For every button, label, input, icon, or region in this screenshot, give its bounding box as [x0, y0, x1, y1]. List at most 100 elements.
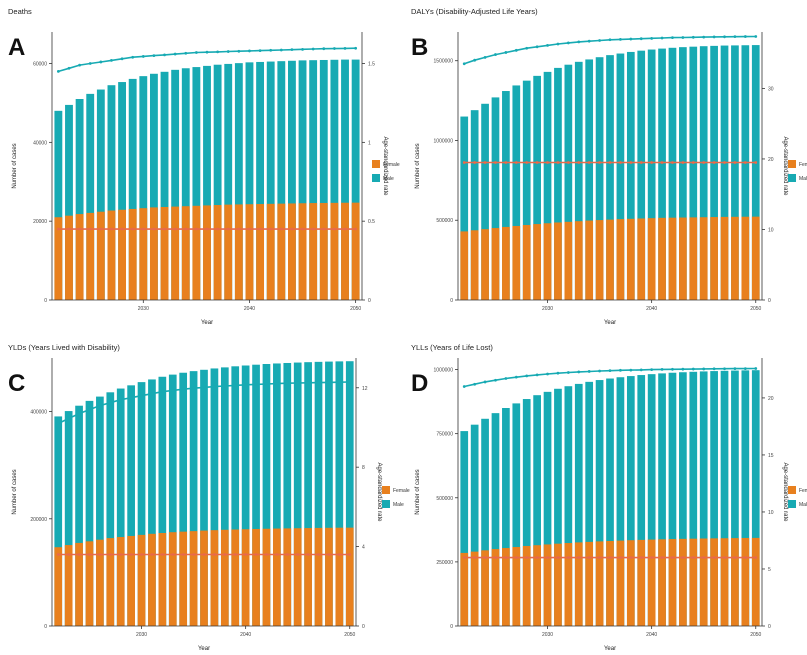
bar-male-2040: [245, 62, 254, 300]
rate-point-male-2033: [171, 388, 175, 392]
bar-female-2024: [75, 542, 83, 626]
bar-female-2044: [288, 203, 296, 300]
rate-point-female-2039: [237, 227, 241, 231]
rate-point-male-2022: [56, 70, 60, 73]
rate-point-male-2039: [639, 368, 643, 372]
legend-label-female: Female: [799, 162, 807, 168]
bar-male-2029: [533, 75, 541, 300]
rate-point-female-2024: [78, 227, 82, 231]
rate-point-female-2025: [494, 161, 497, 164]
bar-male-2050: [751, 370, 760, 626]
bar-female-2037: [213, 205, 222, 300]
rate-point-male-2029: [131, 55, 135, 59]
rate-point-male-2024: [77, 412, 81, 415]
bar-male-2037: [210, 368, 219, 626]
rate-point-male-2026: [99, 60, 103, 64]
bar-male-2022: [460, 116, 469, 300]
rate-point-female-2043: [681, 161, 685, 164]
rate-point-female-2028: [525, 161, 529, 164]
bar-female-2033: [171, 206, 180, 300]
bar-female-2045: [293, 528, 302, 626]
rate-point-male-2028: [525, 46, 529, 50]
rate-point-male-2042: [671, 367, 674, 371]
rate-point-female-2046: [306, 553, 310, 556]
bar-female-2047: [319, 202, 328, 300]
x-tick-label: 2040: [240, 632, 251, 638]
bar-female-2039: [637, 539, 646, 626]
bar-male-2035: [189, 371, 198, 626]
rate-point-female-2022: [56, 227, 60, 231]
rate-point-male-2035: [598, 39, 601, 42]
bar-male-2047: [314, 361, 323, 626]
bar-female-2047: [720, 216, 729, 300]
bar-male-2046: [309, 60, 318, 300]
y2-tick-label: 5: [768, 567, 771, 573]
rate-point-male-2030: [141, 55, 145, 58]
panel-letter: A: [8, 34, 25, 61]
bar-female-2045: [298, 203, 307, 300]
rate-point-female-2027: [110, 227, 113, 231]
rate-point-female-2050: [354, 227, 358, 231]
bar-female-2030: [543, 223, 552, 300]
y2-tick-label: 0: [362, 624, 365, 630]
bar-female-2041: [256, 204, 265, 300]
rate-point-female-2037: [619, 161, 622, 164]
bar-female-2036: [200, 530, 208, 626]
bar-female-2027: [512, 225, 521, 300]
bar-female-2022: [54, 217, 63, 300]
legend: Female Male: [372, 160, 400, 182]
bar-female-2028: [116, 537, 125, 626]
rate-point-female-2045: [702, 556, 706, 559]
bar-male-2041: [658, 373, 666, 626]
rate-point-male-2050: [348, 380, 352, 384]
rate-point-male-2025: [88, 62, 92, 65]
y2-tick-label: 20: [768, 157, 774, 163]
bar-female-2035: [189, 531, 198, 626]
rate-point-male-2032: [566, 371, 570, 374]
rate-point-male-2040: [244, 383, 248, 387]
bar-male-2038: [626, 51, 635, 300]
rate-point-male-2025: [494, 53, 497, 56]
rate-point-female-2031: [152, 227, 156, 231]
bar-male-2040: [647, 49, 656, 300]
rate-point-female-2040: [650, 556, 654, 559]
rate-point-female-2044: [691, 161, 695, 164]
y2-axis-label: Age-standardized rate: [782, 136, 788, 196]
rate-point-male-2029: [535, 45, 539, 49]
legend-label-female: Female: [383, 162, 400, 168]
y-tick-label: 20000: [33, 219, 47, 225]
rate-point-female-2035: [194, 227, 198, 231]
rate-point-male-2045: [702, 367, 706, 371]
bar-female-2038: [626, 218, 635, 300]
y2-tick-label: 10: [768, 227, 774, 233]
rate-point-male-2036: [202, 385, 206, 389]
rate-point-male-2036: [608, 369, 612, 373]
rate-point-male-2022: [462, 385, 466, 388]
rate-point-male-2027: [110, 58, 113, 62]
rate-point-female-2024: [77, 553, 81, 556]
y-tick-label: 500000: [436, 218, 453, 224]
rate-point-female-2036: [608, 161, 612, 164]
rate-point-female-2050: [754, 161, 758, 164]
bar-male-2025: [85, 400, 94, 626]
bar-female-2033: [168, 532, 177, 626]
legend: Female Male: [788, 486, 807, 508]
rate-point-male-2047: [322, 47, 326, 51]
bar-male-2048: [325, 361, 333, 626]
bar-male-2048: [330, 59, 339, 300]
y-axis-label: Number of cases: [415, 469, 421, 514]
rate-point-female-2025: [494, 556, 497, 559]
bar-male-2027: [512, 85, 521, 300]
rate-point-male-2040: [248, 49, 251, 53]
rate-point-male-2030: [546, 44, 549, 47]
bar-male-2034: [585, 381, 594, 626]
bar-female-2042: [266, 203, 275, 300]
bar-female-2023: [470, 230, 479, 300]
bar-female-2026: [502, 548, 510, 626]
bar-female-2049: [341, 202, 349, 300]
bar-female-2034: [585, 220, 594, 300]
rate-point-female-2049: [343, 227, 347, 231]
bar-female-2044: [689, 217, 698, 300]
rate-point-male-2042: [671, 36, 674, 40]
bar-male-2043: [679, 47, 687, 301]
